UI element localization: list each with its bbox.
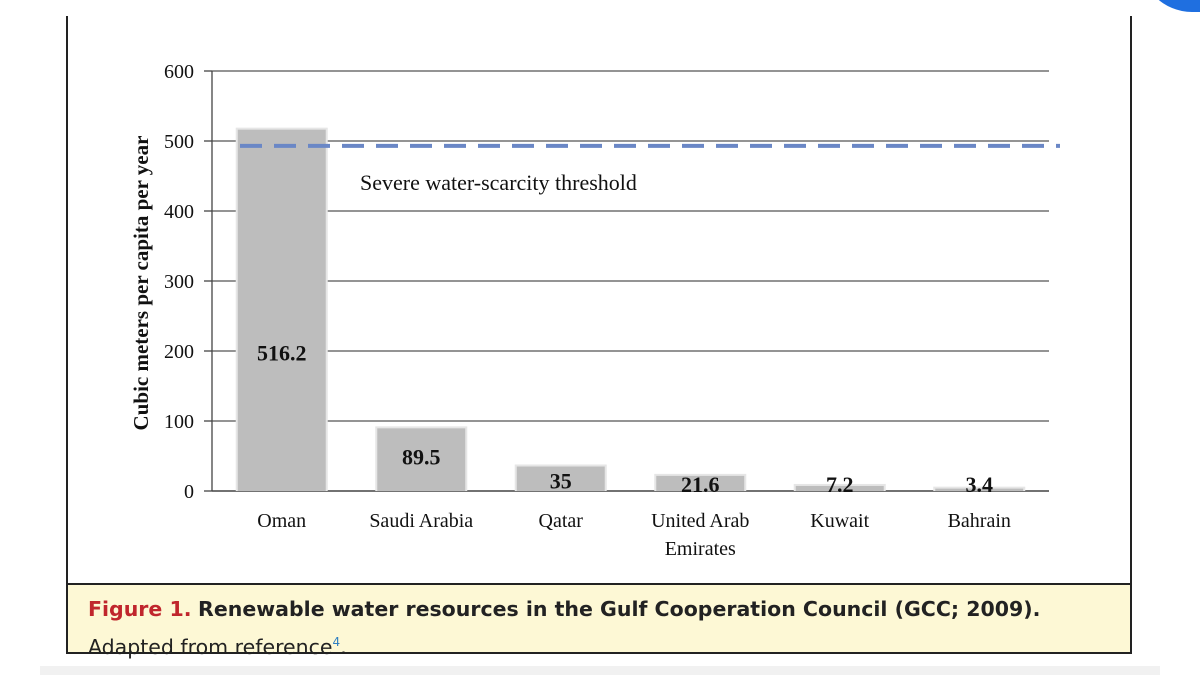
x-tick-label-1: Saudi Arabia	[369, 510, 473, 532]
x-tick-label-3-line-0: United Arab	[651, 510, 749, 532]
caption-reference-link[interactable]: 4	[332, 635, 341, 649]
bars: 516.2 89.5 35 21.6 7.2 3.4	[235, 127, 1026, 497]
data-label-4: 7.2	[826, 472, 854, 497]
bar-chart: 0 100 200 300 400 500 600 Cubic meters per cap…	[129, 61, 1060, 560]
caption-text: Adapted from reference	[88, 634, 333, 659]
figure-caption: Figure 1. Renewable water resources in t…	[68, 583, 1130, 659]
bar-2	[516, 466, 605, 491]
bar-1	[377, 428, 466, 491]
bar-5	[935, 488, 1024, 491]
y-tick-label-400: 400	[164, 201, 194, 223]
y-tick-label-600: 600	[164, 61, 194, 83]
bar-3	[656, 475, 745, 491]
data-label-5: 3.4	[966, 472, 994, 497]
data-label-1: 89.5	[402, 444, 441, 469]
threshold-label: Severe water-scarcity threshold	[360, 170, 637, 195]
x-tick-label-0: Oman	[257, 510, 306, 532]
y-tick-label-500: 500	[164, 131, 194, 153]
bar-4	[795, 485, 884, 491]
x-tick-labels: Oman Saudi Arabia Qatar United Arab Emirates…	[257, 510, 1011, 560]
data-label-3: 21.6	[681, 472, 720, 497]
y-tick-label-0: 0	[184, 481, 194, 503]
y-tick-label-100: 100	[164, 411, 194, 433]
y-axis-label: Cubic meters per capita per year	[129, 136, 153, 431]
caption-label: Figure 1.	[88, 597, 192, 621]
threshold-line-group: Severe water-scarcity threshold	[240, 143, 1060, 195]
bottom-divider	[40, 666, 1160, 675]
gridlines	[204, 70, 1049, 492]
y-tick-label-300: 300	[164, 271, 194, 293]
x-tick-label-4: Kuwait	[810, 510, 869, 532]
data-label-2: 35	[550, 469, 572, 494]
y-tick-label-200: 200	[164, 341, 194, 363]
caption-end: .	[340, 634, 347, 659]
caption-title: Renewable water resources in the Gulf Co…	[198, 597, 1041, 621]
x-tick-label-2: Qatar	[539, 510, 584, 532]
x-tick-label-3-line-1: Emirates	[665, 538, 736, 560]
x-tick-label-5: Bahrain	[948, 510, 1011, 532]
data-label-0: 516.2	[257, 341, 307, 366]
figure-frame	[66, 16, 1132, 654]
y-tick-labels: 0 100 200 300 400 500 600	[164, 61, 194, 503]
bar-0	[237, 129, 326, 491]
